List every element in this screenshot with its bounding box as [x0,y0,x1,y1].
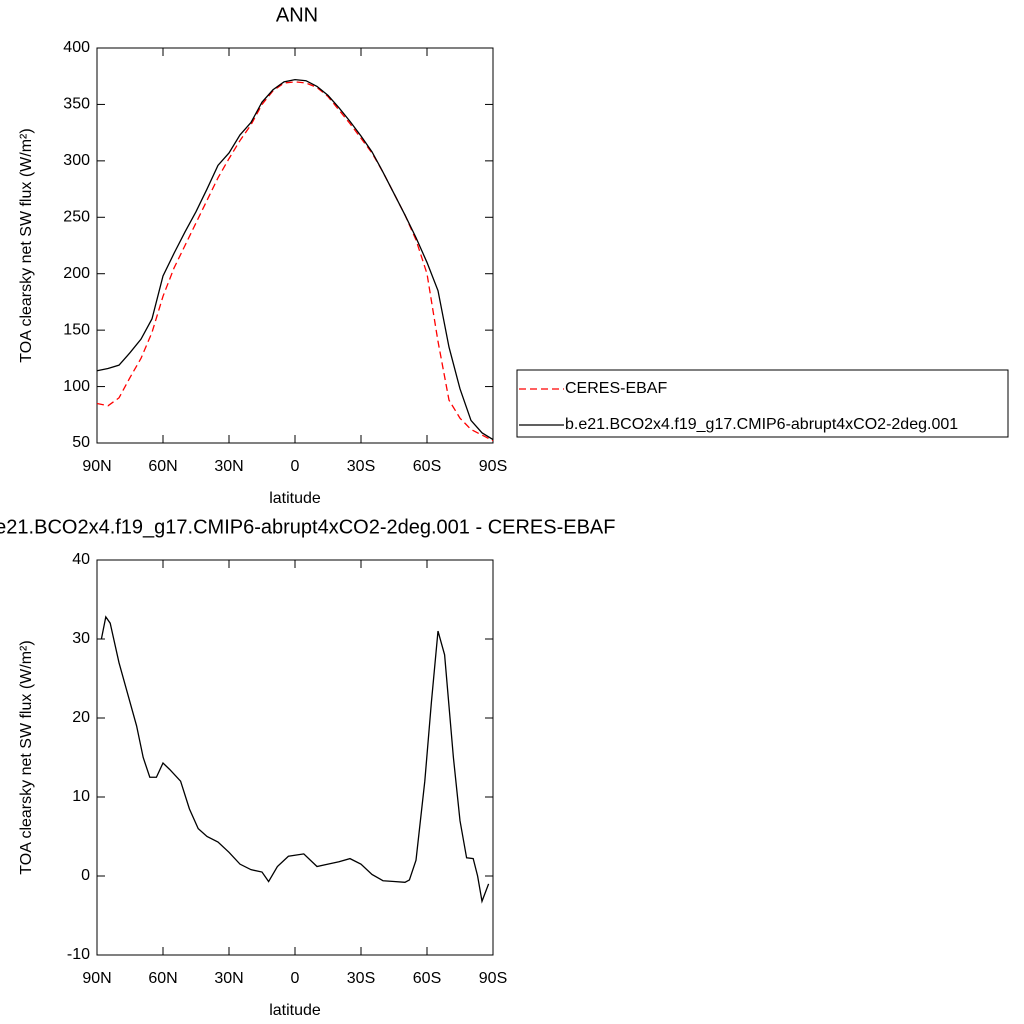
x-tick-label: 60N [148,458,177,475]
y-axis-label: TOA clearsky net SW flux (W/m²) [18,128,35,362]
y-axis-label: TOA clearsky net SW flux (W/m²) [18,640,35,874]
x-tick-label: 90N [82,970,111,987]
y-tick-label: 400 [63,39,90,56]
x-tick-label: 60S [413,970,441,987]
x-tick-label: 60N [148,970,177,987]
legend-box [516,369,1009,438]
x-tick-label: 0 [291,458,300,475]
chart-title: ANN [276,4,318,26]
y-tick-label: 10 [72,788,90,805]
y-tick-label: -10 [67,946,90,963]
data-line [96,78,494,441]
x-tick-label: 90S [479,458,507,475]
x-tick-label: 0 [291,970,300,987]
y-tick-label: 20 [72,709,90,726]
data-line [96,81,494,442]
chart-title: b.e21.BCO2x4.f19_g17.CMIP6-abrupt4xCO2-2… [0,516,616,538]
plot-frame [96,47,494,444]
y-tick-label: 50 [72,434,90,451]
y-tick-label: 300 [63,152,90,169]
x-axis-label: latitude [269,490,321,507]
x-tick-label: 60S [413,458,441,475]
x-tick-label: 30N [214,458,243,475]
x-tick-label: 90S [479,970,507,987]
y-tick-label: 30 [72,630,90,647]
x-tick-label: 30S [347,458,375,475]
y-tick-label: 250 [63,209,90,226]
y-tick-label: 40 [72,551,90,568]
y-tick-label: 350 [63,96,90,113]
x-tick-label: 30N [214,970,243,987]
y-tick-label: 100 [63,378,90,395]
legend-label: b.e21.BCO2x4.f19_g17.CMIP6-abrupt4xCO2-2… [565,416,958,433]
x-tick-label: 30S [347,970,375,987]
y-tick-label: 0 [81,867,90,884]
legend-label: CERES-EBAF [565,380,667,397]
plot-frame [96,559,494,956]
y-tick-label: 200 [63,265,90,282]
y-tick-label: 150 [63,321,90,338]
x-tick-label: 90N [82,458,111,475]
data-line [100,615,490,904]
x-axis-label: latitude [269,1002,321,1019]
